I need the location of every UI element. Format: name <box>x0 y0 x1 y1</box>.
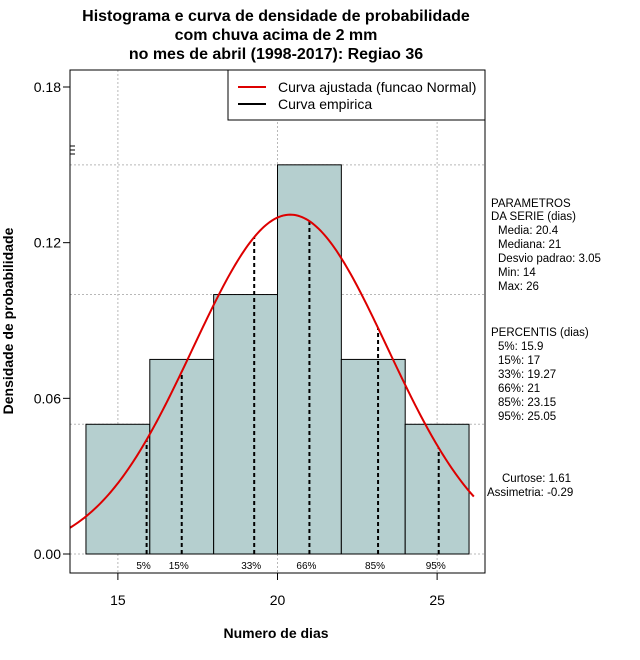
percentile-label-2: 33% <box>241 561 261 572</box>
percentile-label-3: 66% <box>296 561 316 572</box>
x-axis-label: Numero de dias <box>223 625 328 641</box>
param-mediana: Mediana: 21 <box>498 239 561 251</box>
param-desvio: Desvio padrao: 3.05 <box>498 253 601 265</box>
y-axis-label: Densidade de probabilidade <box>0 227 16 414</box>
pct-33: 33%: 19.27 <box>498 369 556 381</box>
histogram-bar-0 <box>85 423 151 555</box>
pct-85: 85%: 23.15 <box>498 397 556 409</box>
x-tick-label-0: 15 <box>110 592 126 608</box>
param-max: Max: 26 <box>498 281 539 293</box>
assimetria: Assimetria: -0.29 <box>487 487 573 499</box>
chart-title-line-1: Histograma e curva de densidade de proba… <box>82 8 470 25</box>
y-axis: 0.00 0.06 0.12 0.18 <box>34 79 70 562</box>
legend-fitted-label: Curva ajustada (funcao Normal) <box>278 79 476 95</box>
legend-empirical-label: Curva empirica <box>278 96 372 112</box>
y-tick-label-1: 0.06 <box>34 390 61 406</box>
percentile-labels: 5% 15% 33% 66% 85% 95% <box>136 561 445 572</box>
histogram-bar-4 <box>340 358 406 555</box>
legend-box <box>227 69 486 121</box>
x-axis: 15 20 25 <box>110 573 445 608</box>
curtose: Curtose: 1.61 <box>502 473 571 485</box>
chart-title-line-2: com chuva acima de 2 mm <box>175 27 378 44</box>
y-tick-label-3: 0.18 <box>34 79 61 95</box>
pct-95: 95%: 25.05 <box>498 411 556 423</box>
y-tick-label-2: 0.12 <box>34 235 61 251</box>
y-tick-label-0: 0.00 <box>34 546 61 562</box>
pct-66: 66%: 21 <box>498 383 540 395</box>
fitted-normal-curve <box>69 213 475 529</box>
pct-heading: PERCENTIS (dias) <box>491 327 589 339</box>
stats-panel: PARAMETROS DA SERIE (dias) Media: 20.4 M… <box>487 198 601 499</box>
percentile-label-0: 5% <box>136 561 151 572</box>
param-min: Min: 14 <box>498 267 536 279</box>
left-edge-marks <box>70 145 75 155</box>
param-heading-1: PARAMETROS <box>491 198 571 210</box>
pct-5: 5%: 15.9 <box>498 341 543 353</box>
legend: Curva ajustada (funcao Normal) Curva emp… <box>227 69 486 121</box>
percentile-lines <box>145 221 440 554</box>
percentile-label-1: 15% <box>169 561 189 572</box>
param-heading-2: DA SERIE (dias) <box>491 211 576 223</box>
chart-title-line-3: no mes de abril (1998-2017): Regiao 36 <box>129 46 423 63</box>
percentile-label-5: 95% <box>426 561 446 572</box>
histogram-bars <box>85 164 470 555</box>
histogram-bar-2 <box>213 294 278 555</box>
x-tick-label-2: 25 <box>429 592 445 608</box>
param-media: Media: 20.4 <box>498 225 559 237</box>
percentile-label-4: 85% <box>365 561 385 572</box>
x-tick-label-1: 20 <box>270 592 286 608</box>
pct-15: 15%: 17 <box>498 355 540 367</box>
